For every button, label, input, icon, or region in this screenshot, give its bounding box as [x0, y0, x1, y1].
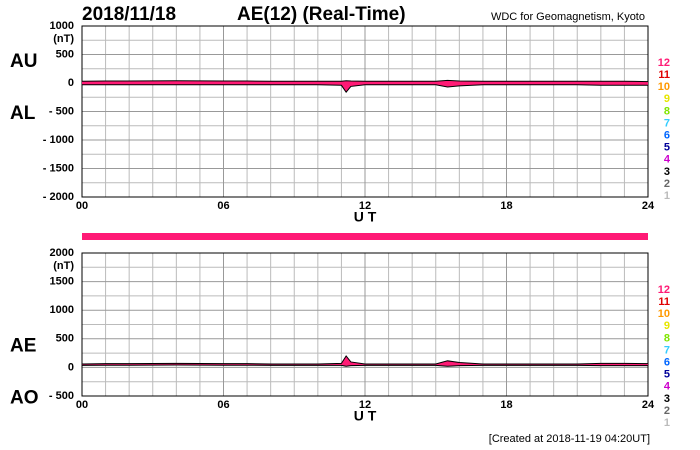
- legend-entry: 2: [664, 405, 670, 417]
- x-tick-label: 12: [359, 399, 371, 411]
- series-line: [82, 84, 648, 93]
- x-tick-label: 12: [359, 200, 371, 212]
- series-line: [81, 364, 648, 367]
- series-label: AO: [10, 387, 39, 408]
- chart-source: WDC for Geomagnetism, Kyoto: [491, 11, 645, 23]
- y-tick-label: - 1000: [43, 134, 74, 146]
- series-label: AE: [10, 335, 36, 356]
- legend-entry: 5: [664, 142, 670, 154]
- x-tick-label: 00: [76, 399, 88, 411]
- series-line: [81, 355, 649, 365]
- chart-title: AE(12) (Real-Time): [237, 4, 406, 25]
- x-tick-label: 18: [500, 200, 512, 212]
- x-axis-label: U T: [354, 408, 377, 424]
- series-line: [81, 79, 649, 83]
- legend-entry: 9: [664, 93, 670, 105]
- legend-entry: 3: [664, 166, 670, 178]
- legend-entry: 6: [664, 130, 670, 142]
- y-tick-label: 2000: [50, 247, 74, 259]
- legend-entry: 7: [664, 117, 670, 129]
- y-tick-label: - 1500: [43, 162, 74, 174]
- legend-entry: 4: [664, 154, 671, 166]
- series-label: AU: [10, 51, 37, 72]
- plot-frame: [81, 252, 649, 397]
- legend-entry: 10: [658, 81, 670, 93]
- legend-entry: 6: [664, 357, 670, 369]
- y-tick-label: 0: [68, 361, 74, 373]
- legend-entry: 1: [664, 190, 670, 202]
- x-tick-label: 06: [217, 399, 229, 411]
- legend-entry: 11: [658, 296, 670, 308]
- series-label: AL: [10, 103, 36, 124]
- legend-entry: 9: [664, 320, 670, 332]
- legend-entry: 5: [664, 369, 670, 381]
- chart-date: 2018/11/18: [82, 4, 176, 25]
- legend-entry: 10: [658, 308, 670, 320]
- legend-entry: 1: [664, 417, 670, 429]
- y-tick-label: 1500: [50, 276, 74, 288]
- plot-frame: [81, 25, 649, 198]
- y-tick-label: 1000: [50, 20, 74, 32]
- y-tick-label: 500: [56, 48, 74, 60]
- y-tick-label: 1000: [50, 304, 74, 316]
- x-tick-label: 06: [217, 200, 229, 212]
- y-axis-label: (nT): [53, 33, 74, 45]
- legend-entry: 12: [658, 57, 670, 69]
- y-tick-label: 0: [68, 77, 74, 89]
- x-tick-label: 24: [642, 399, 655, 411]
- legend-entry: 11: [658, 69, 670, 81]
- x-tick-label: 24: [642, 200, 655, 212]
- x-tick-label: 00: [76, 200, 88, 212]
- y-tick-label: - 500: [49, 390, 74, 402]
- y-axis-label: (nT): [53, 260, 74, 272]
- station-band: [82, 233, 648, 240]
- area-fill: [82, 80, 648, 93]
- legend-entry: 12: [658, 284, 670, 296]
- legend-entry: 4: [664, 381, 671, 393]
- legend-entry: 8: [664, 332, 670, 344]
- x-tick-label: 18: [500, 399, 512, 411]
- created-note: [Created at 2018-11-19 04:20UT]: [489, 433, 650, 445]
- y-tick-label: 500: [56, 333, 74, 345]
- x-axis-label: U T: [354, 209, 377, 225]
- legend-entry: 3: [664, 393, 670, 405]
- y-tick-label: - 2000: [43, 191, 74, 203]
- legend-entry: 7: [664, 344, 670, 356]
- legend-entry: 8: [664, 105, 670, 117]
- y-tick-label: - 500: [49, 105, 74, 117]
- legend-entry: 2: [664, 178, 670, 190]
